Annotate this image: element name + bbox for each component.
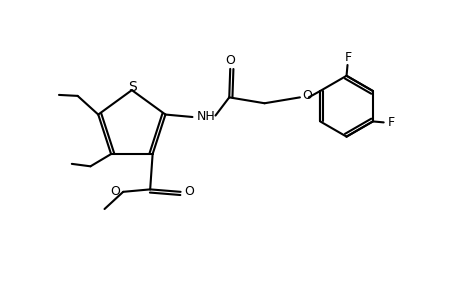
Text: O: O — [302, 89, 312, 102]
Text: O: O — [110, 185, 119, 198]
Text: O: O — [184, 185, 193, 198]
Text: O: O — [225, 54, 235, 67]
Text: NH: NH — [196, 110, 215, 122]
Text: F: F — [344, 51, 351, 64]
Text: F: F — [387, 116, 394, 129]
Text: S: S — [128, 80, 137, 94]
